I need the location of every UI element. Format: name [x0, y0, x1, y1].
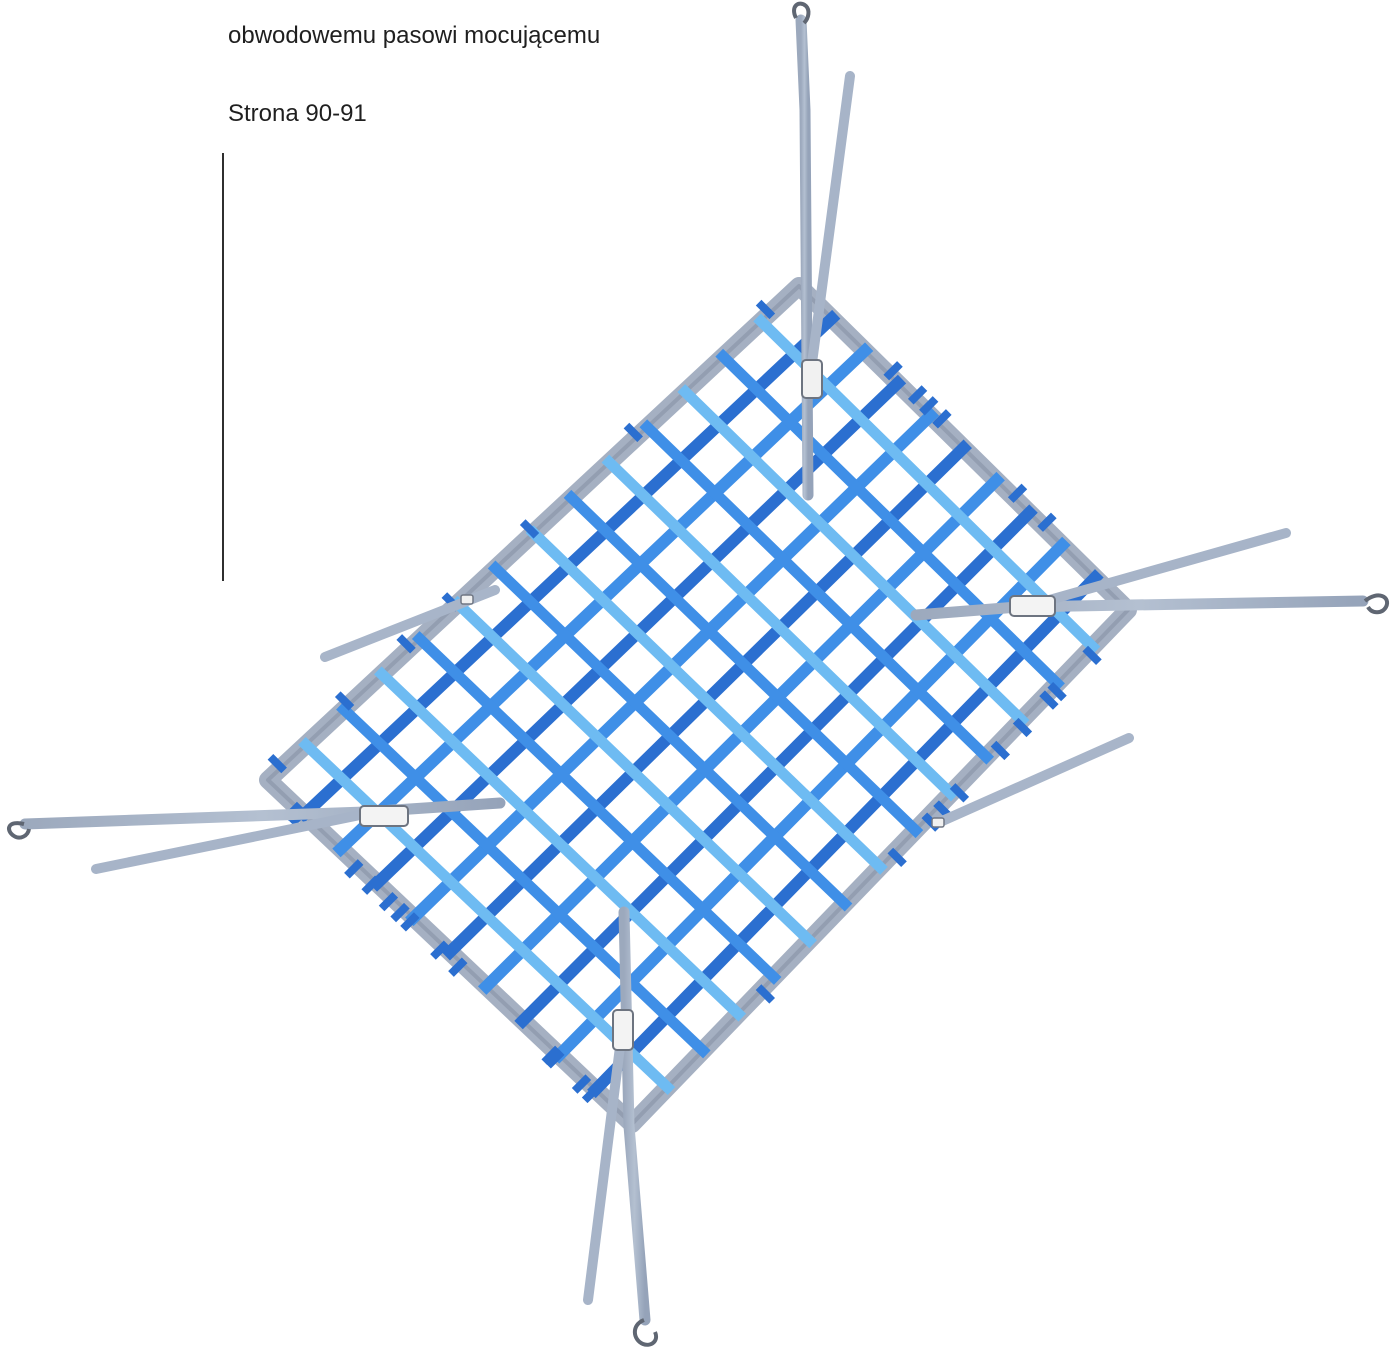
net-tab: [996, 746, 1004, 754]
left-strap: [25, 803, 500, 824]
net-tab: [341, 697, 349, 705]
net-tab: [526, 525, 534, 533]
lower-right-clip-icon: [932, 818, 944, 827]
right-buckle-icon: [1010, 596, 1055, 616]
upper-left-clip-icon: [461, 595, 473, 604]
net-tab: [547, 1051, 555, 1059]
net-tab: [396, 909, 404, 917]
top-strap-group: [794, 4, 850, 495]
bottom-strap-group: [588, 912, 656, 1345]
net-tab: [1018, 723, 1026, 731]
net-tab: [893, 853, 901, 861]
net-tab: [454, 963, 462, 971]
net-tab: [925, 402, 933, 410]
net-tab: [1045, 696, 1053, 704]
net-tab: [629, 428, 637, 436]
net-tab: [350, 865, 358, 873]
net-tab: [955, 789, 963, 797]
net-tab: [1088, 651, 1096, 659]
net-tab: [436, 946, 444, 954]
net-tab: [1053, 688, 1061, 696]
bottom-buckle-icon: [613, 1010, 633, 1050]
net-tab: [384, 898, 392, 906]
net-tab: [761, 990, 769, 998]
net-tab: [402, 640, 410, 648]
net-tab: [939, 806, 947, 814]
net-tab: [889, 367, 897, 375]
top-strap: [801, 20, 808, 495]
net-tab: [367, 881, 375, 889]
top-buckle-icon: [802, 360, 822, 398]
net-tab: [1014, 489, 1022, 497]
net-mesh: [268, 286, 1128, 1124]
right-hook-icon: [1365, 595, 1387, 612]
net-tab: [587, 1090, 595, 1098]
right-strap: [916, 601, 1363, 615]
net-tab: [938, 415, 946, 423]
left-buckle-icon: [360, 806, 408, 826]
net-tab: [1043, 518, 1051, 526]
net-tab: [577, 1080, 585, 1088]
net-tab: [273, 760, 281, 768]
net-tab: [406, 918, 414, 926]
net-tab: [914, 391, 922, 399]
net-tab: [761, 305, 769, 313]
